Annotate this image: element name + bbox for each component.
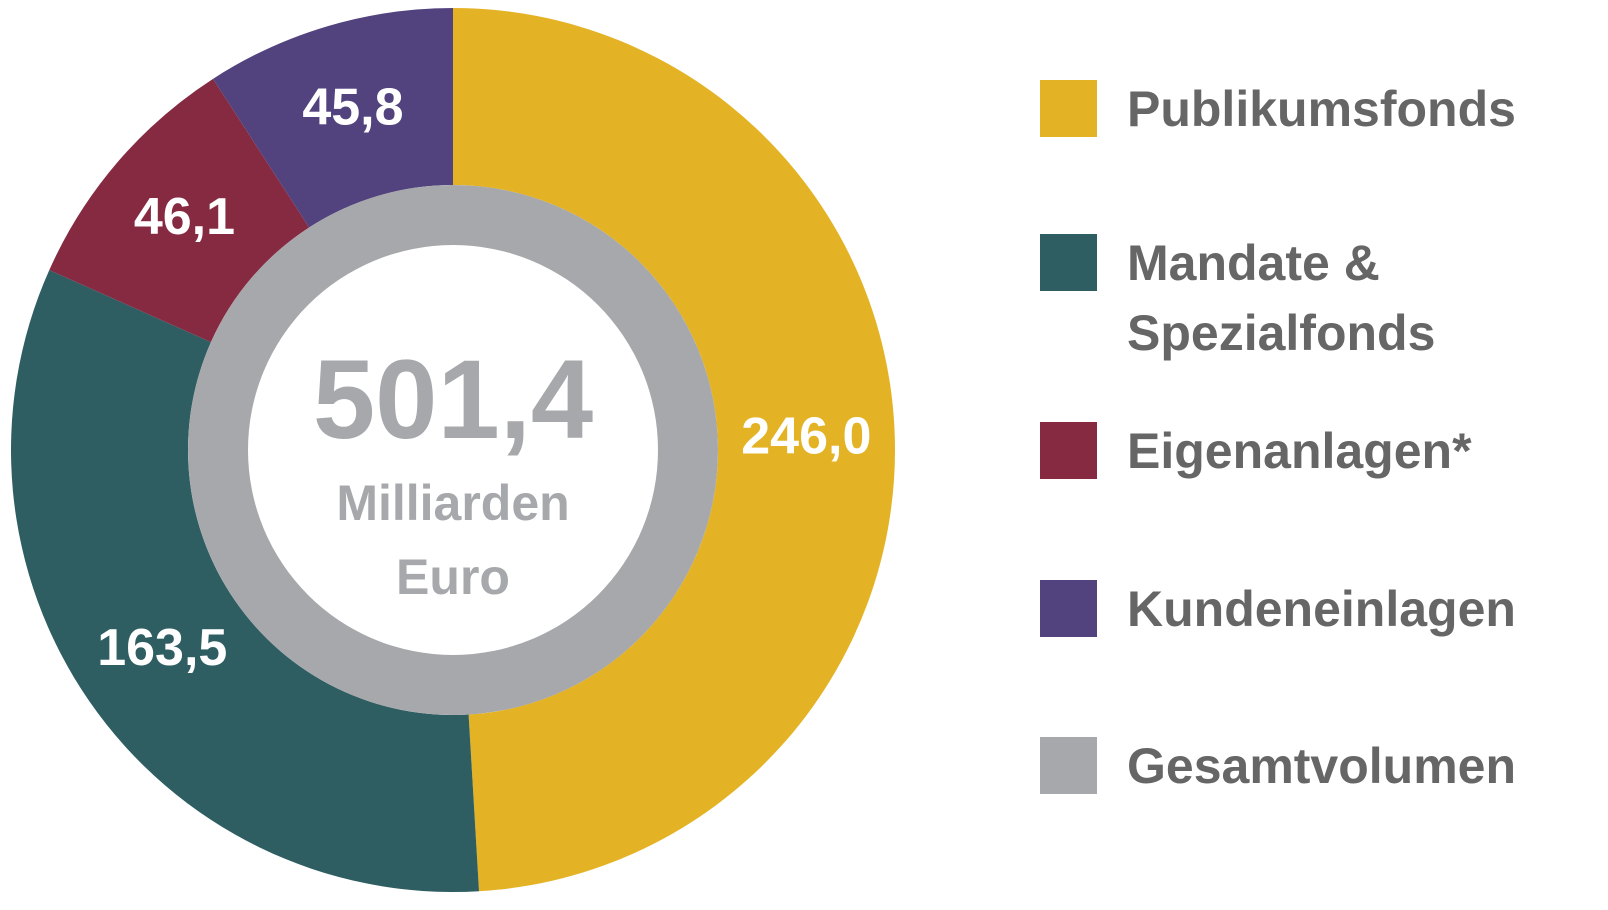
center-label: Milliarden Euro bbox=[336, 475, 570, 605]
legend-swatch bbox=[1040, 580, 1097, 637]
donut-segment bbox=[10, 270, 480, 892]
value-label: 246,0 bbox=[741, 407, 871, 465]
donut-segment bbox=[213, 8, 453, 228]
legend-label: Gesamtvolumen bbox=[1127, 738, 1517, 794]
donut-segment bbox=[49, 78, 310, 343]
legend-swatch bbox=[1040, 80, 1097, 137]
value-label: 46,1 bbox=[134, 188, 235, 246]
legend-label: Eigenanlagen* bbox=[1127, 423, 1472, 479]
legend-item: Gesamtvolumen bbox=[1040, 737, 1597, 801]
legend-swatch bbox=[1040, 737, 1097, 794]
legend-item: Publikumsfonds bbox=[1040, 80, 1597, 144]
legend-swatch bbox=[1040, 234, 1097, 291]
legend-label: Publikumsfonds bbox=[1127, 81, 1516, 137]
legend-item: Mandate & Spezialfonds bbox=[1040, 234, 1597, 368]
legend-label: Kundeneinlagen bbox=[1127, 581, 1516, 637]
legend-swatch bbox=[1040, 422, 1097, 479]
legend-label: Mandate & Spezialfonds bbox=[1127, 235, 1436, 361]
value-label: 45,8 bbox=[302, 79, 403, 137]
donut-segment bbox=[453, 8, 896, 892]
legend-item: Kundeneinlagen bbox=[1040, 580, 1597, 644]
total-label: 501,4 bbox=[312, 337, 594, 462]
value-label: 163,5 bbox=[97, 619, 227, 677]
legend-item: Eigenanlagen* bbox=[1040, 422, 1597, 486]
